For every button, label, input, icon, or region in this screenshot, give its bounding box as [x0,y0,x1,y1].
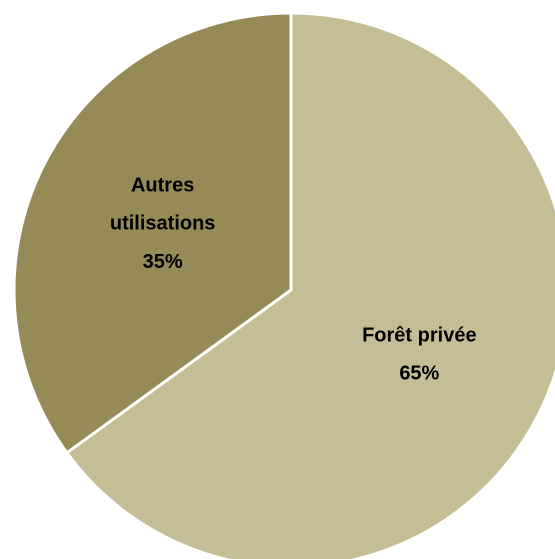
pie-slice [64,11,555,559]
slice-label: Forêt privée [362,325,476,347]
slice-label: Autres utilisations [110,175,216,235]
slice-value-label: 35% [143,251,183,273]
pie-slice [12,11,293,455]
slice-value-label: 65% [399,363,439,385]
